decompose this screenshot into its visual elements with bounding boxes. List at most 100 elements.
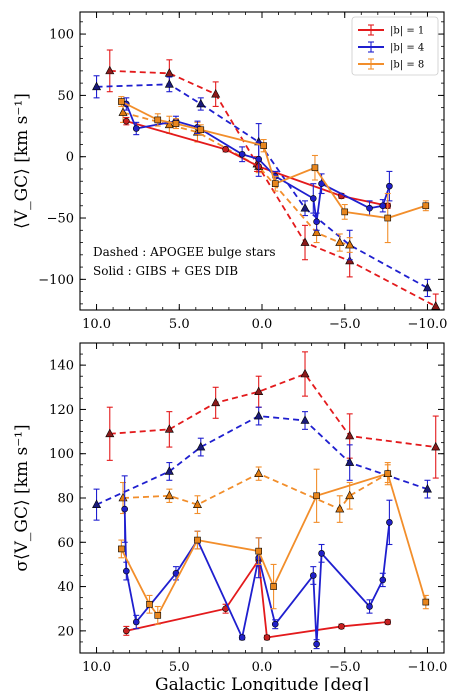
data-point xyxy=(312,227,322,237)
series-line xyxy=(122,472,389,511)
y-tick-label: 50 xyxy=(57,89,74,104)
legend-box xyxy=(351,16,439,76)
series-line xyxy=(109,372,436,448)
data-point xyxy=(196,441,206,451)
series-apogee-2 xyxy=(118,102,355,253)
data-point xyxy=(164,79,174,88)
series-gibs-5 xyxy=(118,464,430,625)
data-point xyxy=(338,623,345,630)
data-point xyxy=(335,237,345,246)
legend-label: |b| = 1 xyxy=(390,26,424,37)
x-tick-label: 10.0 xyxy=(82,660,111,675)
data-point xyxy=(118,107,128,116)
y-axis-label: σ⟨V_GC⟩ [km s⁻¹] xyxy=(12,424,32,571)
data-point xyxy=(105,428,115,438)
data-point xyxy=(341,208,349,216)
series-line xyxy=(123,509,391,645)
data-point xyxy=(164,466,174,475)
series-gibs-5 xyxy=(118,96,430,244)
x-tick-label: 10.0 xyxy=(82,317,111,332)
x-tick-label: −10.0 xyxy=(408,660,448,675)
data-point xyxy=(300,415,310,424)
x-tick-label: −5.0 xyxy=(329,660,361,675)
data-point xyxy=(318,550,325,557)
data-point xyxy=(311,164,319,172)
data-point xyxy=(92,499,102,508)
data-point xyxy=(366,603,373,610)
top-panel: 10.0 5.0 0.0 −5.0 −10.0 −100 −50 0 50 100 ⟨V_GC⟩ [… xyxy=(12,11,447,332)
y-axis-label: ⟨V_GC⟩ [km s⁻¹] xyxy=(12,93,32,229)
data-point xyxy=(422,202,430,210)
data-point xyxy=(123,567,130,575)
y-tick-label: 20 xyxy=(57,624,74,639)
data-point xyxy=(313,218,320,226)
y-tick-label: 60 xyxy=(57,536,74,551)
data-point xyxy=(121,505,128,513)
data-point xyxy=(309,195,317,202)
data-point xyxy=(431,301,441,310)
data-point xyxy=(172,120,180,127)
y-tick-label: −100 xyxy=(38,273,74,288)
data-point xyxy=(118,98,125,105)
data-point xyxy=(238,634,246,641)
y-tick-label: 0 xyxy=(66,150,74,165)
data-point xyxy=(309,572,317,579)
bottom-panel: 10.0 5.0 0.0 −5.0 −10.0 20 40 60 80 100 120 140 σ⟨V_… xyxy=(12,342,448,691)
data-point xyxy=(386,519,393,526)
series-apogee-0 xyxy=(105,351,441,479)
data-point xyxy=(154,612,162,619)
y-tick-label: 40 xyxy=(57,580,74,595)
data-point xyxy=(384,214,392,222)
series-line xyxy=(96,415,428,506)
data-point xyxy=(164,424,174,433)
data-point xyxy=(270,583,277,590)
legend-entry: |b| = 4 xyxy=(358,41,424,54)
legend-entry: |b| = 1 xyxy=(358,24,424,37)
data-point xyxy=(313,492,320,500)
data-point xyxy=(335,503,345,513)
data-point xyxy=(431,441,441,451)
data-point xyxy=(345,430,355,440)
data-point xyxy=(271,180,279,187)
data-point xyxy=(146,600,153,608)
data-point xyxy=(123,117,130,125)
y-tick-label: −50 xyxy=(47,212,74,227)
data-point xyxy=(164,68,174,77)
data-point xyxy=(132,618,140,626)
x-tick-label: 0.0 xyxy=(252,317,273,332)
annotation-text: Solid : GIBS + GES DIB xyxy=(93,264,238,278)
series-gibs-4 xyxy=(121,475,393,650)
data-point xyxy=(318,180,325,187)
data-point xyxy=(345,490,355,500)
data-point xyxy=(192,499,202,508)
y-tick-label: 100 xyxy=(49,447,74,462)
y-tick-label: 100 xyxy=(49,28,74,43)
x-tick-label: −5.0 xyxy=(329,317,361,332)
data-point xyxy=(255,155,262,163)
data-layer xyxy=(92,49,441,310)
data-point xyxy=(386,182,393,190)
data-point xyxy=(238,150,246,158)
data-point xyxy=(260,142,267,149)
series-line xyxy=(122,111,350,246)
data-point xyxy=(345,457,355,466)
data-point xyxy=(271,620,279,628)
data-point xyxy=(422,484,432,493)
data-point xyxy=(254,410,264,420)
data-point xyxy=(194,536,201,544)
x-axis-label: Galactic Longitude [deg] xyxy=(155,675,369,691)
data-point xyxy=(197,126,205,134)
x-tick-label: 5.0 xyxy=(169,317,190,332)
data-point xyxy=(300,237,310,246)
data-point xyxy=(263,634,271,641)
data-point xyxy=(254,468,264,477)
data-point xyxy=(211,89,221,98)
x-tick-label: 5.0 xyxy=(169,660,190,675)
data-point xyxy=(254,386,264,396)
series-line xyxy=(126,557,388,639)
data-point xyxy=(313,640,320,648)
data-point xyxy=(300,368,310,378)
data-point xyxy=(255,547,262,555)
data-point xyxy=(379,576,387,584)
